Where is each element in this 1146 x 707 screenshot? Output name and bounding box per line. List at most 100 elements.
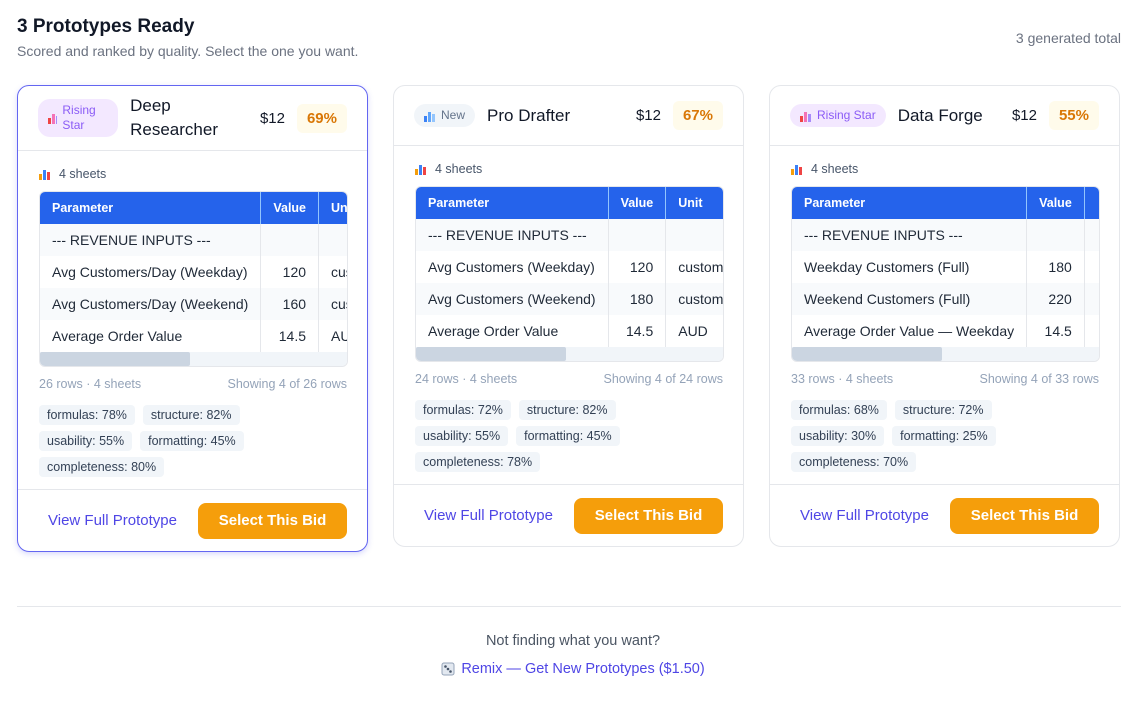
table-cell [318,224,347,256]
total: 3 generated total [1015,30,1121,46]
row-count: 33 rows · 4 sheets [791,372,894,386]
table-cell [1084,219,1099,251]
sheets-icon [415,165,426,175]
tags: formulas: 78% structure: 82% usability: 55… [39,405,289,477]
meta: 33 rows · 4 sheets Showing 4 of 33 rows [791,372,1099,386]
table-cell: Average Order Value — Weekday [792,315,1028,347]
table-cell [1026,219,1085,251]
table-wrap: Parameter Value --- REVENUE INPUTS --- Week… [791,186,1100,362]
card-footer: View Full Prototype Select This Bid [18,489,367,551]
view-link[interactable]: View Full Prototype [424,507,553,524]
prototype-card[interactable]: New Pro Drafter $12 67% 4 sheets Parameter Val… [393,85,744,547]
table-cell: Avg Customers/Day (Weekday) [40,256,262,288]
showing: Showing 4 of 24 rows [603,372,723,386]
row-count: 24 rows · 4 sheets [415,372,518,386]
table-cell: 180 [1026,251,1085,283]
view-link[interactable]: View Full Prototype [48,512,177,529]
sheets-label: 4 sheets [435,162,483,176]
row-count: 26 rows · 4 sheets [39,377,142,391]
table-cell: --- REVENUE INPUTS --- [40,224,262,256]
prototype-card[interactable]: Rising Star Data Forge $12 55% 4 sheets Param… [769,85,1120,547]
score-tag: completeness: 78% [415,452,541,472]
table-cell: customers [665,251,723,283]
column-header: Parameter [792,187,1028,219]
remix-text[interactable]: Remix — Get New Prototypes ($1.50) [461,661,705,677]
table-cell: 14.5 [1026,315,1085,347]
scrollbar [792,347,1099,361]
card-header: Rising Star Deep Researcher $12 69% [18,86,367,151]
table-row: Average Order Value — Weekday 14.5 [792,315,1099,347]
badge: New [414,104,476,127]
price: $12 [635,107,661,124]
table-row: Avg Customers (Weekend)180customers [416,283,723,315]
sheets-label: 4 sheets [811,162,859,176]
select-button[interactable]: Select This Bid [198,502,347,539]
score-tag: formatting: 45% [140,431,244,451]
showing: Showing 4 of 26 rows [227,377,347,391]
score: 67% [672,101,723,130]
select-button[interactable]: Select This Bid [574,497,723,534]
table-cell: customers [665,283,723,315]
table-row: --- REVENUE INPUTS --- [40,224,347,256]
table-row: Avg Customers/Day (Weekday)120customers [40,256,347,288]
score-tag: usability: 55% [415,426,509,446]
view-link[interactable]: View Full Prototype [800,507,929,524]
preview-table: Parameter Value --- REVENUE INPUTS --- Week… [792,187,1099,347]
remix-link[interactable]: Remix — Get New Prototypes ($1.50) [0,661,1146,677]
prototype-card[interactable]: Rising Star Deep Researcher $12 69% 4 sheets… [17,85,368,552]
score-tag: usability: 55% [39,431,133,451]
prototype-name: Deep Researcher [130,96,218,139]
table-cell [665,219,723,251]
score-tag: formulas: 72% [415,400,511,420]
column-header: Unit [318,192,347,224]
column-header: Value [608,187,667,219]
table-row: --- REVENUE INPUTS --- [792,219,1099,251]
column-header: Parameter [416,187,609,219]
table-cell [260,224,320,256]
divider [17,606,1121,607]
table-cell: customers [318,288,347,320]
score-tag: formatting: 25% [892,426,996,446]
score: 55% [1048,101,1099,130]
table-row: Avg Customers (Weekday)120customers [416,251,723,283]
table-row: --- REVENUE INPUTS --- [416,219,723,251]
showing: Showing 4 of 33 rows [979,372,1099,386]
tags: formulas: 68% structure: 72% usability: 30… [791,400,1041,472]
select-button[interactable]: Select This Bid [950,497,1099,534]
price: $12 [259,109,285,127]
sheets: 4 sheets [791,162,1099,176]
score-tag: structure: 72% [894,400,992,420]
cards: Rising Star Deep Researcher $12 69% 4 sheets… [17,85,1120,552]
sheets: 4 sheets [39,167,347,181]
table-cell: 220 [1026,283,1085,315]
card-body: 4 sheets Parameter Value --- REVENUE INPUTS… [770,146,1119,484]
column-header: Value [260,192,320,224]
table-cell: --- REVENUE INPUTS --- [792,219,1028,251]
table-cell: 180 [608,283,667,315]
sheets: 4 sheets [415,162,723,176]
score-tag: structure: 82% [142,405,240,425]
table-cell: Avg Customers (Weekend) [416,283,609,315]
column-header: Value [1026,187,1085,219]
table-cell: --- REVENUE INPUTS --- [416,219,609,251]
card-header: New Pro Drafter $12 67% [394,86,743,146]
table-cell: Weekend Customers (Full) [792,283,1028,315]
table-cell: AUD [665,315,723,347]
badge-label: New [441,108,466,122]
card-header: Rising Star Data Forge $12 55% [770,86,1119,146]
badge-icon [48,114,58,124]
price: $12 [1011,107,1037,124]
table-cell: AUD [318,320,347,352]
table-cell: 160 [260,288,320,320]
badge: Rising Star [790,104,886,127]
